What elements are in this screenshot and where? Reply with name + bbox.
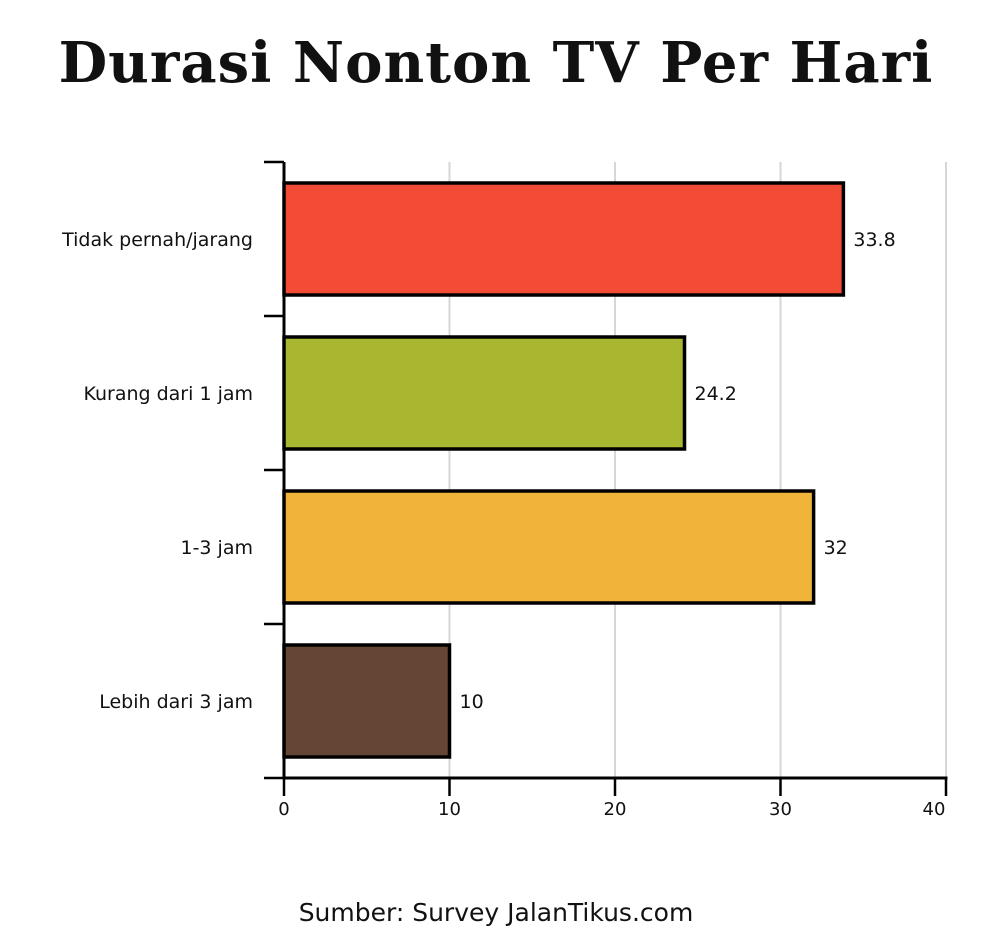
category-label-1: Kurang dari 1 jam bbox=[83, 383, 253, 405]
x-tick-label-30: 30 bbox=[769, 799, 792, 820]
bar-0 bbox=[282, 181, 846, 297]
labels: 33.8 Tidak pernah/jarang 24.2 Kurang dari 1… bbox=[61, 229, 945, 820]
chart-title: Durasi Nonton TV Per Hari bbox=[58, 30, 934, 96]
value-label-3: 10 bbox=[460, 691, 484, 713]
value-label-1: 24.2 bbox=[695, 383, 737, 405]
bar-3 bbox=[282, 643, 452, 759]
value-label-2: 32 bbox=[824, 537, 848, 559]
bars bbox=[282, 181, 846, 759]
category-label-0: Tidak pernah/jarang bbox=[61, 229, 253, 251]
value-label-0: 33.8 bbox=[853, 229, 895, 251]
source-note: Sumber: Survey JalanTikus.com bbox=[298, 898, 694, 927]
x-tick-label-20: 20 bbox=[604, 799, 627, 820]
x-tick-label-0: 0 bbox=[278, 799, 289, 820]
x-tick-label-10: 10 bbox=[438, 799, 461, 820]
bar-2 bbox=[282, 489, 816, 605]
bar-1 bbox=[282, 335, 687, 451]
axes bbox=[264, 160, 948, 796]
category-label-2: 1-3 jam bbox=[180, 537, 253, 559]
category-label-3: Lebih dari 3 jam bbox=[99, 691, 253, 713]
x-tick-label-40: 40 bbox=[923, 799, 946, 820]
